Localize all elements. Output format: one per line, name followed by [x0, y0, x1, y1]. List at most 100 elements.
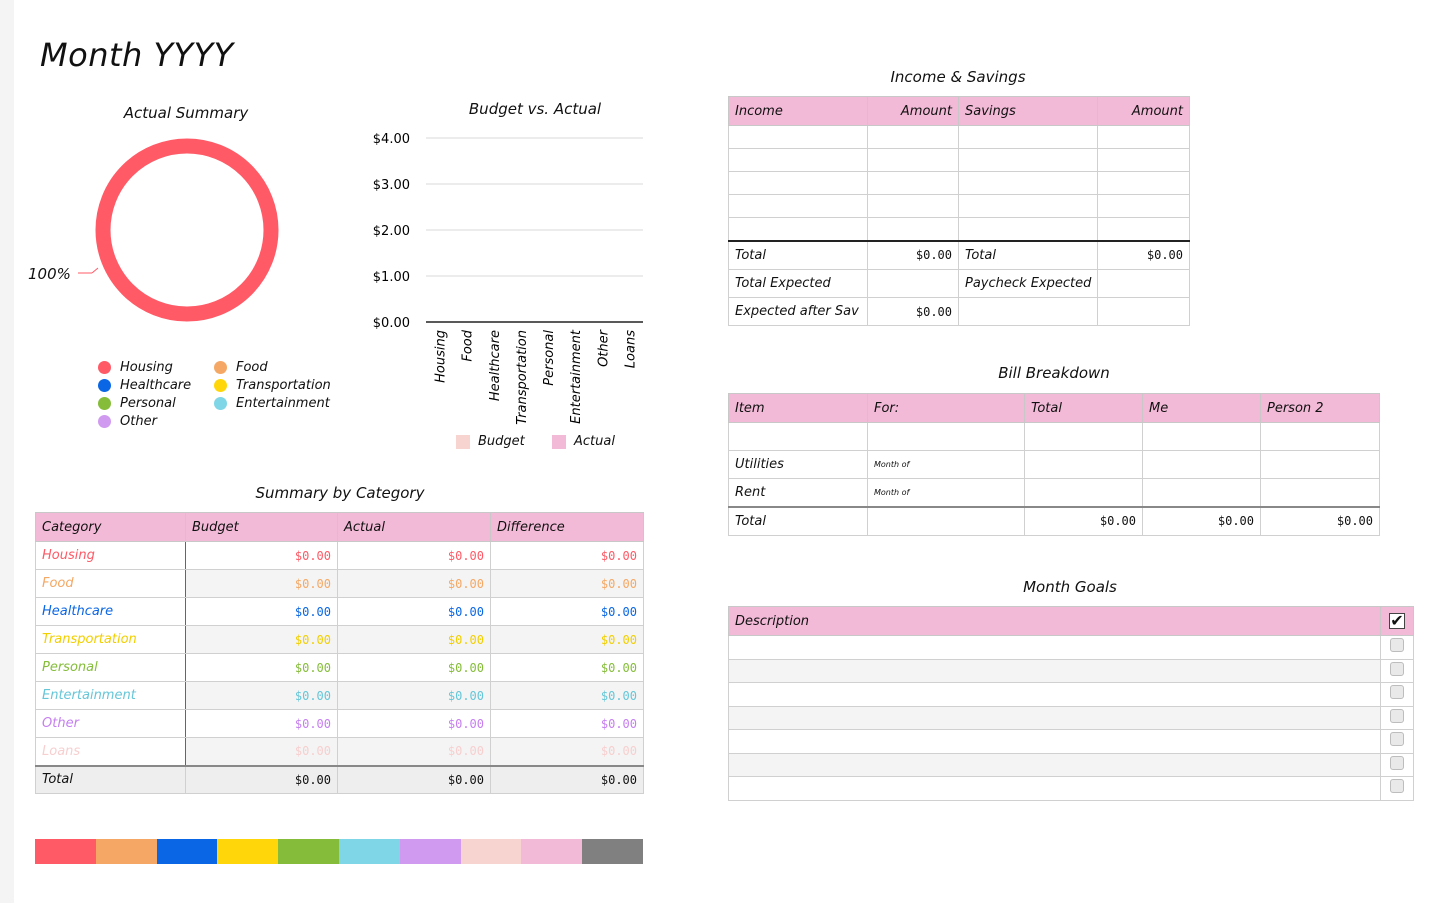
difference-cell[interactable]: $0.00	[490, 681, 644, 710]
table-row[interactable]: Personal $0.00 $0.00 $0.00	[35, 653, 644, 682]
table-row[interactable]	[728, 171, 1190, 195]
budget-cell[interactable]: $0.00	[185, 709, 338, 738]
actual-summary-donut[interactable]	[20, 130, 300, 330]
goal-description[interactable]	[728, 635, 1381, 660]
goal-checkbox[interactable]	[1390, 708, 1404, 723]
goal-row[interactable]	[728, 729, 1414, 754]
legend-dot	[214, 397, 227, 410]
total-expected-value[interactable]	[867, 269, 959, 298]
actual-cell[interactable]: $0.00	[337, 709, 491, 738]
goal-row[interactable]	[728, 752, 1414, 777]
goal-row[interactable]	[728, 635, 1414, 660]
budget-cell[interactable]: $0.00	[185, 541, 338, 570]
bill-for[interactable]: Month of	[867, 478, 1025, 507]
goal-checkbox[interactable]	[1390, 732, 1404, 747]
goal-row[interactable]	[728, 705, 1414, 730]
table-row[interactable]: Other $0.00 $0.00 $0.00	[35, 709, 644, 738]
palette-swatch	[460, 839, 522, 864]
goal-row[interactable]	[728, 682, 1414, 707]
goal-description[interactable]	[728, 729, 1381, 754]
actual-cell[interactable]: $0.00	[337, 597, 491, 626]
budget-cell[interactable]: $0.00	[185, 653, 338, 682]
palette-swatch	[156, 839, 218, 864]
bva-chart-title: Budget vs. Actual	[468, 100, 602, 118]
table-row[interactable]	[728, 148, 1190, 172]
difference-cell[interactable]: $0.00	[490, 597, 644, 626]
income-total-value[interactable]: $0.00	[867, 239, 959, 270]
difference-cell[interactable]: $0.00	[490, 541, 644, 570]
y-tick-label: $1.00	[373, 270, 410, 285]
actual-cell[interactable]: $0.00	[337, 569, 491, 598]
difference-cell[interactable]: $0.00	[490, 625, 644, 654]
bill-row-utilities[interactable]: Utilities Month of	[728, 450, 1380, 479]
bill-row-rent[interactable]: Rent Month of	[728, 478, 1380, 507]
goal-checkbox[interactable]	[1390, 685, 1404, 700]
x-tick-label: Housing	[434, 330, 449, 383]
goal-row[interactable]	[728, 658, 1414, 683]
legend-dot	[98, 397, 111, 410]
budget-cell[interactable]: $0.00	[185, 597, 338, 626]
goal-checkbox[interactable]	[1390, 661, 1404, 676]
difference-cell[interactable]: $0.00	[490, 709, 644, 738]
bill-total-total[interactable]: $0.00	[1024, 505, 1143, 536]
budget-cell[interactable]: $0.00	[185, 737, 338, 766]
col-header-category: Category	[35, 512, 186, 542]
table-row[interactable]	[728, 125, 1190, 149]
table-row[interactable]	[728, 217, 1190, 241]
goal-description[interactable]	[728, 658, 1381, 683]
palette-swatch	[278, 839, 339, 864]
legend-item-personal: Personal	[98, 396, 176, 411]
goal-checkbox[interactable]	[1390, 755, 1404, 770]
legend-item-healthcare: Healthcare	[98, 378, 191, 393]
difference-cell[interactable]: $0.00	[490, 569, 644, 598]
actual-cell[interactable]: $0.00	[337, 681, 491, 710]
bill-total-me[interactable]: $0.00	[1142, 505, 1261, 536]
col-header-savings: Savings	[958, 96, 1098, 126]
savings-total-value[interactable]: $0.00	[1097, 239, 1190, 270]
legend-item-housing: Housing	[98, 360, 173, 375]
table-header-row: Description ✔	[728, 606, 1414, 636]
actual-cell[interactable]: $0.00	[337, 737, 491, 766]
category-cell: Other	[35, 709, 186, 738]
table-row[interactable]: Housing $0.00 $0.00 $0.00	[35, 541, 644, 570]
goal-description[interactable]	[728, 705, 1381, 730]
table-row[interactable]: Loans $0.00 $0.00 $0.00	[35, 737, 644, 766]
goal-description[interactable]	[728, 776, 1381, 801]
budget-vs-actual-chart[interactable]: $4.00 $3.00 $2.00 $1.00 $0.00 Housing Food Heal…	[360, 124, 660, 464]
table-row[interactable]: Food $0.00 $0.00 $0.00	[35, 569, 644, 598]
paycheck-expected-value[interactable]	[1097, 269, 1190, 298]
expected-after-sav-value[interactable]: $0.00	[867, 297, 959, 326]
table-row[interactable]	[728, 422, 1380, 451]
x-tick-label: Food	[461, 329, 476, 361]
bill-total-person2[interactable]: $0.00	[1260, 505, 1380, 536]
goal-row[interactable]	[728, 776, 1414, 801]
difference-cell[interactable]: $0.00	[490, 737, 644, 766]
table-header-row: Income Amount Savings Amount	[728, 96, 1190, 126]
x-tick-label: Healthcare	[488, 330, 503, 401]
bill-for[interactable]: Month of	[867, 450, 1025, 479]
actual-cell[interactable]: $0.00	[337, 625, 491, 654]
goal-description[interactable]	[728, 682, 1381, 707]
budget-cell[interactable]: $0.00	[185, 569, 338, 598]
col-header-budget: Budget	[185, 512, 338, 542]
difference-cell[interactable]: $0.00	[490, 653, 644, 682]
budget-cell[interactable]: $0.00	[185, 681, 338, 710]
total-difference[interactable]: $0.00	[490, 764, 644, 794]
goal-description[interactable]	[728, 752, 1381, 777]
bill-breakdown-table: Item For: Total Me Person 2 Utilities Mo…	[728, 393, 1380, 536]
actual-cell[interactable]: $0.00	[337, 653, 491, 682]
table-row[interactable]: Healthcare $0.00 $0.00 $0.00	[35, 597, 644, 626]
table-row[interactable]	[728, 194, 1190, 218]
palette-swatch	[35, 839, 96, 864]
total-actual[interactable]: $0.00	[337, 764, 491, 794]
table-row[interactable]: Transportation $0.00 $0.00 $0.00	[35, 625, 644, 654]
x-tick-label: Transportation	[515, 330, 530, 425]
total-budget[interactable]: $0.00	[185, 764, 338, 794]
table-row[interactable]: Entertainment $0.00 $0.00 $0.00	[35, 681, 644, 710]
y-tick-label: $3.00	[373, 178, 410, 193]
goal-checkbox[interactable]	[1390, 779, 1404, 794]
goal-checkbox[interactable]	[1390, 638, 1404, 653]
actual-cell[interactable]: $0.00	[337, 541, 491, 570]
budget-cell[interactable]: $0.00	[185, 625, 338, 654]
col-header-actual: Actual	[337, 512, 491, 542]
